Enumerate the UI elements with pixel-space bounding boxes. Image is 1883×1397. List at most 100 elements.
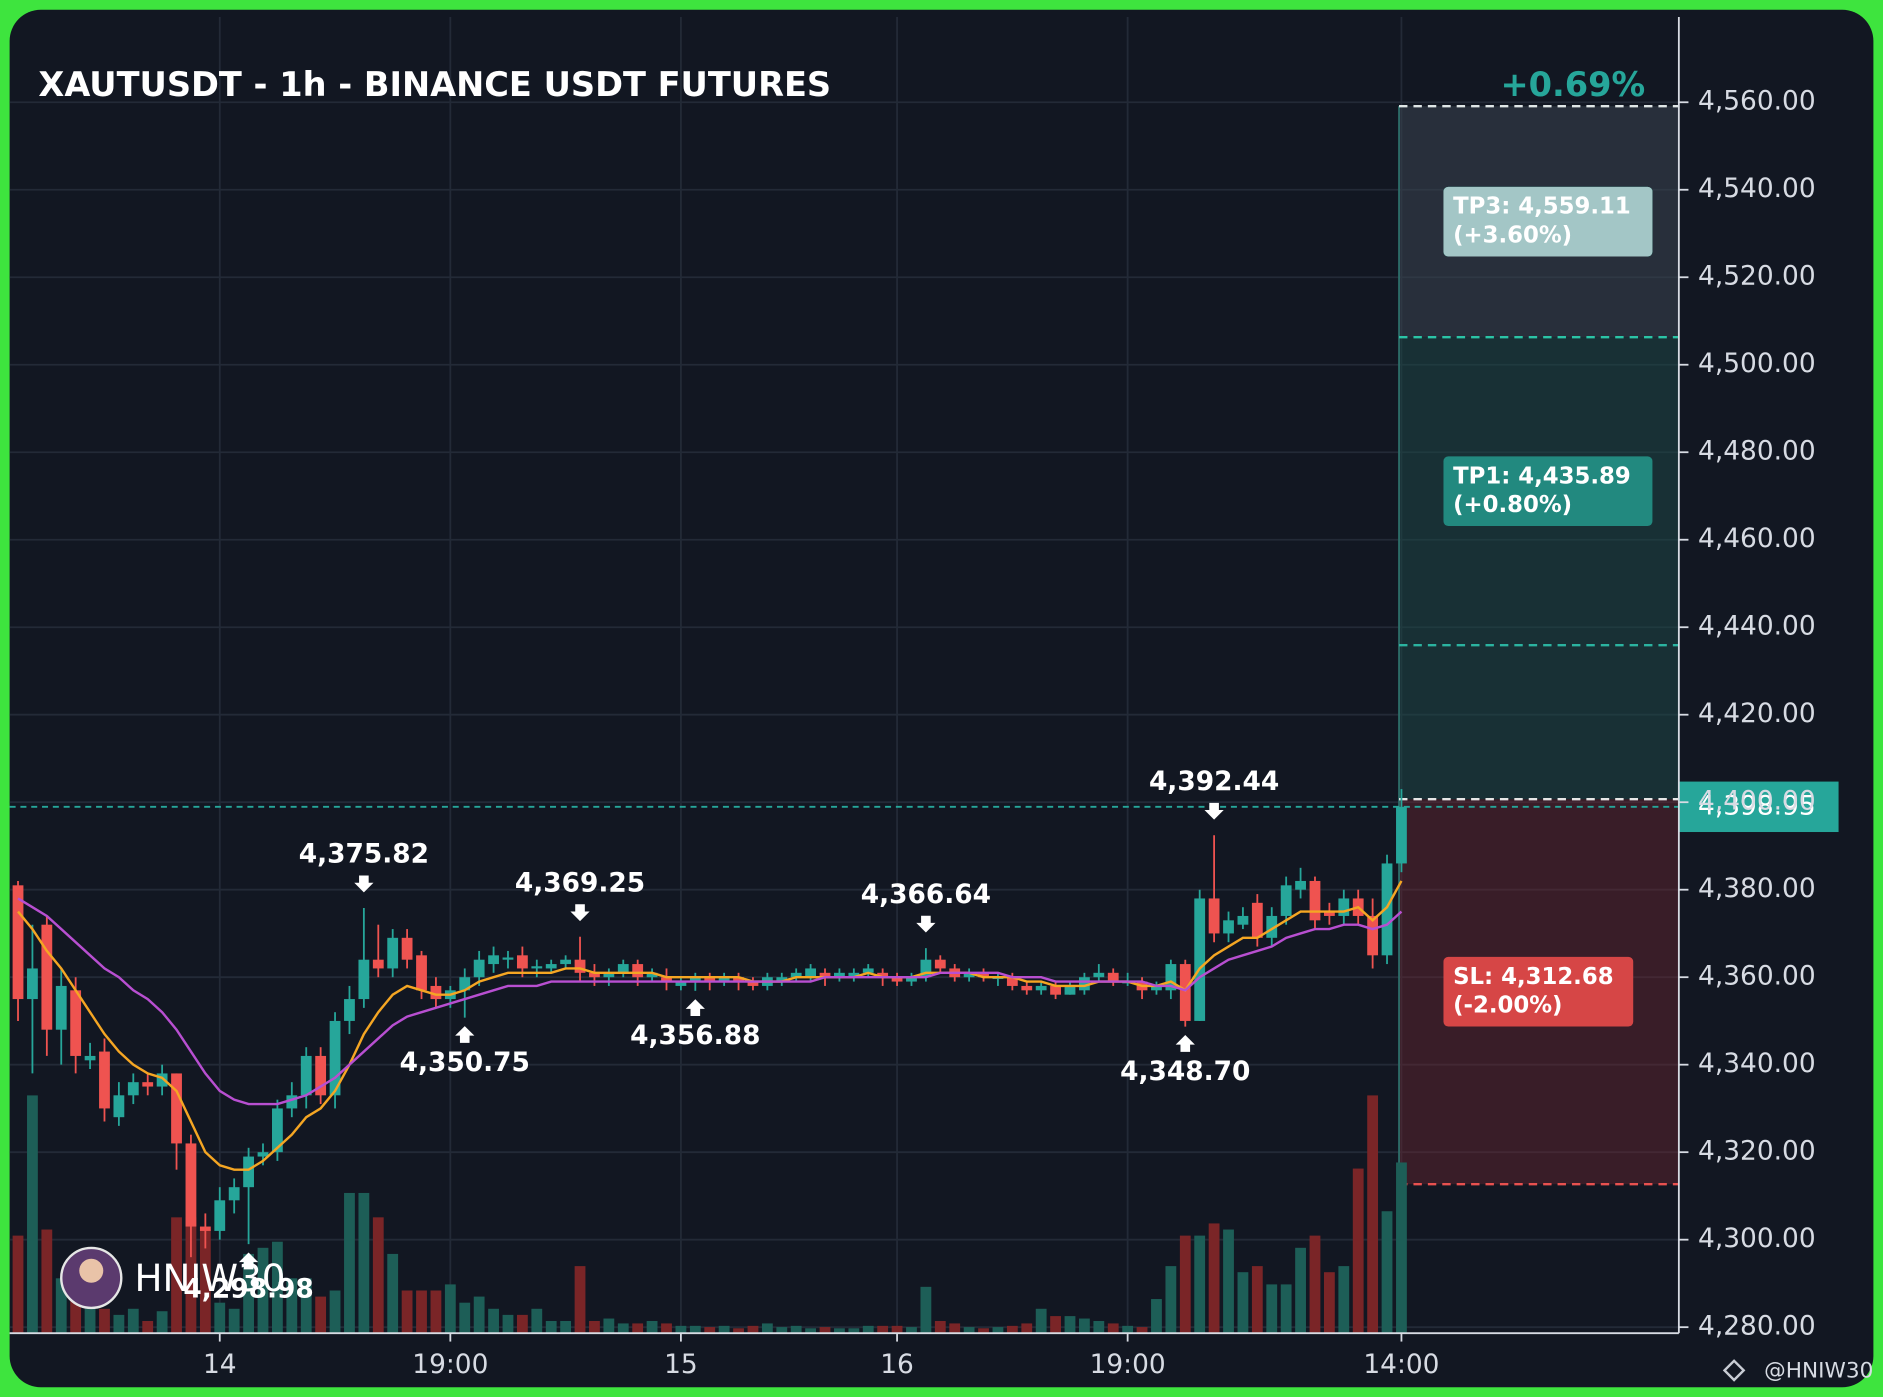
y-tick-label: 4,340.00 [1698,1048,1816,1079]
volume-bar [704,1327,716,1334]
volume-bar [1367,1095,1379,1334]
candle-body [589,972,600,978]
candle-body [41,924,53,1030]
volume-bar [589,1320,600,1334]
volume-bar [617,1323,629,1334]
volume-bar [1079,1318,1090,1334]
volume-bar [1208,1223,1220,1334]
y-tick-label: 4,400.00 [1698,786,1816,817]
pivot-low-label: 4,356.88 [630,1020,760,1051]
candle-body [603,972,615,978]
volume-bar [1179,1235,1191,1334]
volume-bar [906,1327,917,1334]
volume-bar [228,1308,240,1334]
volume-bar [243,1253,254,1334]
candle-body [1323,911,1335,916]
volume-bar [560,1320,572,1334]
y-tick-label: 4,300.00 [1698,1223,1816,1254]
candle-body [430,985,442,1000]
annotations: 4,398.95 4,375.82 4,369.25 4,366.64 4,392.44… [9,766,1839,1304]
candle-body [1237,915,1249,925]
watermark: HNIW30 [135,1256,286,1300]
candle-body [416,955,427,991]
volume-bar [963,1327,975,1334]
pivot-high-label: 4,366.64 [861,879,991,910]
level-label: SL: 4,312.68 [1453,964,1614,990]
volume-bar [55,1278,67,1334]
candle-body [848,972,860,978]
candle-body [545,964,557,969]
volume-bar [1352,1168,1364,1334]
volume-bar [27,1095,38,1334]
volume-bar [1295,1247,1306,1334]
candle-body [27,968,38,1000]
volume-bar [1165,1266,1177,1334]
chart-title: XAUTUSDT - 1h - BINANCE USDT FUTURES [38,65,831,104]
moving-averages [17,880,1403,1171]
level-box [1443,956,1634,1027]
candle-body [243,1156,254,1188]
volume-bar [675,1325,687,1334]
candle-body [632,964,644,978]
volume-bar [1280,1284,1292,1334]
volume-bar [387,1253,399,1334]
candle-body [531,966,543,969]
candle-body [675,981,687,986]
volume-bar [257,1247,269,1334]
volume-bar [934,1320,946,1334]
pivot-arrow [685,999,705,1017]
volume-bar [1251,1266,1263,1334]
candle-body [805,968,817,978]
candle-body [257,1152,269,1157]
volume-bar [300,1278,312,1334]
pivot-high-label: 4,369.25 [515,867,645,898]
volume-bar [1122,1325,1134,1334]
level-change: (+0.80%) [1453,492,1572,518]
change-label: +0.69% [1500,65,1645,104]
y-tick-label: 4,460.00 [1698,523,1816,554]
candle-body [978,972,989,978]
y-tick-label: 4,280.00 [1698,1311,1816,1342]
candle-body [776,977,788,982]
candle-body [127,1082,139,1096]
volume-bar [70,1284,82,1334]
candle-body [214,1200,226,1231]
y-tick-label: 4,320.00 [1698,1136,1816,1167]
volume-bar [272,1241,283,1334]
volume-bar [1093,1320,1105,1334]
candle-body [906,977,917,982]
candle-body [574,959,586,973]
volume-bar [603,1318,615,1334]
volume-bar [733,1328,744,1334]
y-tick-label: 4,560.00 [1698,86,1816,117]
avatar-face [79,1258,104,1283]
candle-body [560,959,572,965]
pivot-high-label: 4,375.82 [299,839,429,870]
candle-body [1309,880,1321,921]
volume-bar [430,1290,442,1334]
volume-bar [1396,1162,1407,1334]
volume-bar [99,1308,110,1334]
x-tick-label: 14:00 [1363,1349,1439,1380]
candle-body [459,977,471,991]
volume-bar [1064,1316,1076,1334]
volume-bar [142,1320,154,1334]
volume-bar [776,1327,788,1334]
volume-bar [286,1278,298,1334]
candle-body [113,1095,125,1118]
candle-body [1338,898,1350,916]
candle-body [156,1073,168,1087]
volume-bar [401,1290,413,1334]
candle-body [1251,902,1263,938]
candle-body [286,1095,298,1109]
volume-bar [185,1217,197,1334]
candle-body [272,1108,283,1153]
y-tick-label: 4,480.00 [1698,436,1816,467]
volume-bar [1323,1272,1335,1334]
candle-body [473,959,485,978]
candle-body [228,1187,240,1201]
volume-bar [488,1308,499,1334]
level-change: (+3.60%) [1453,223,1572,249]
candle-body [99,1051,110,1109]
last-price-box [1678,781,1839,833]
